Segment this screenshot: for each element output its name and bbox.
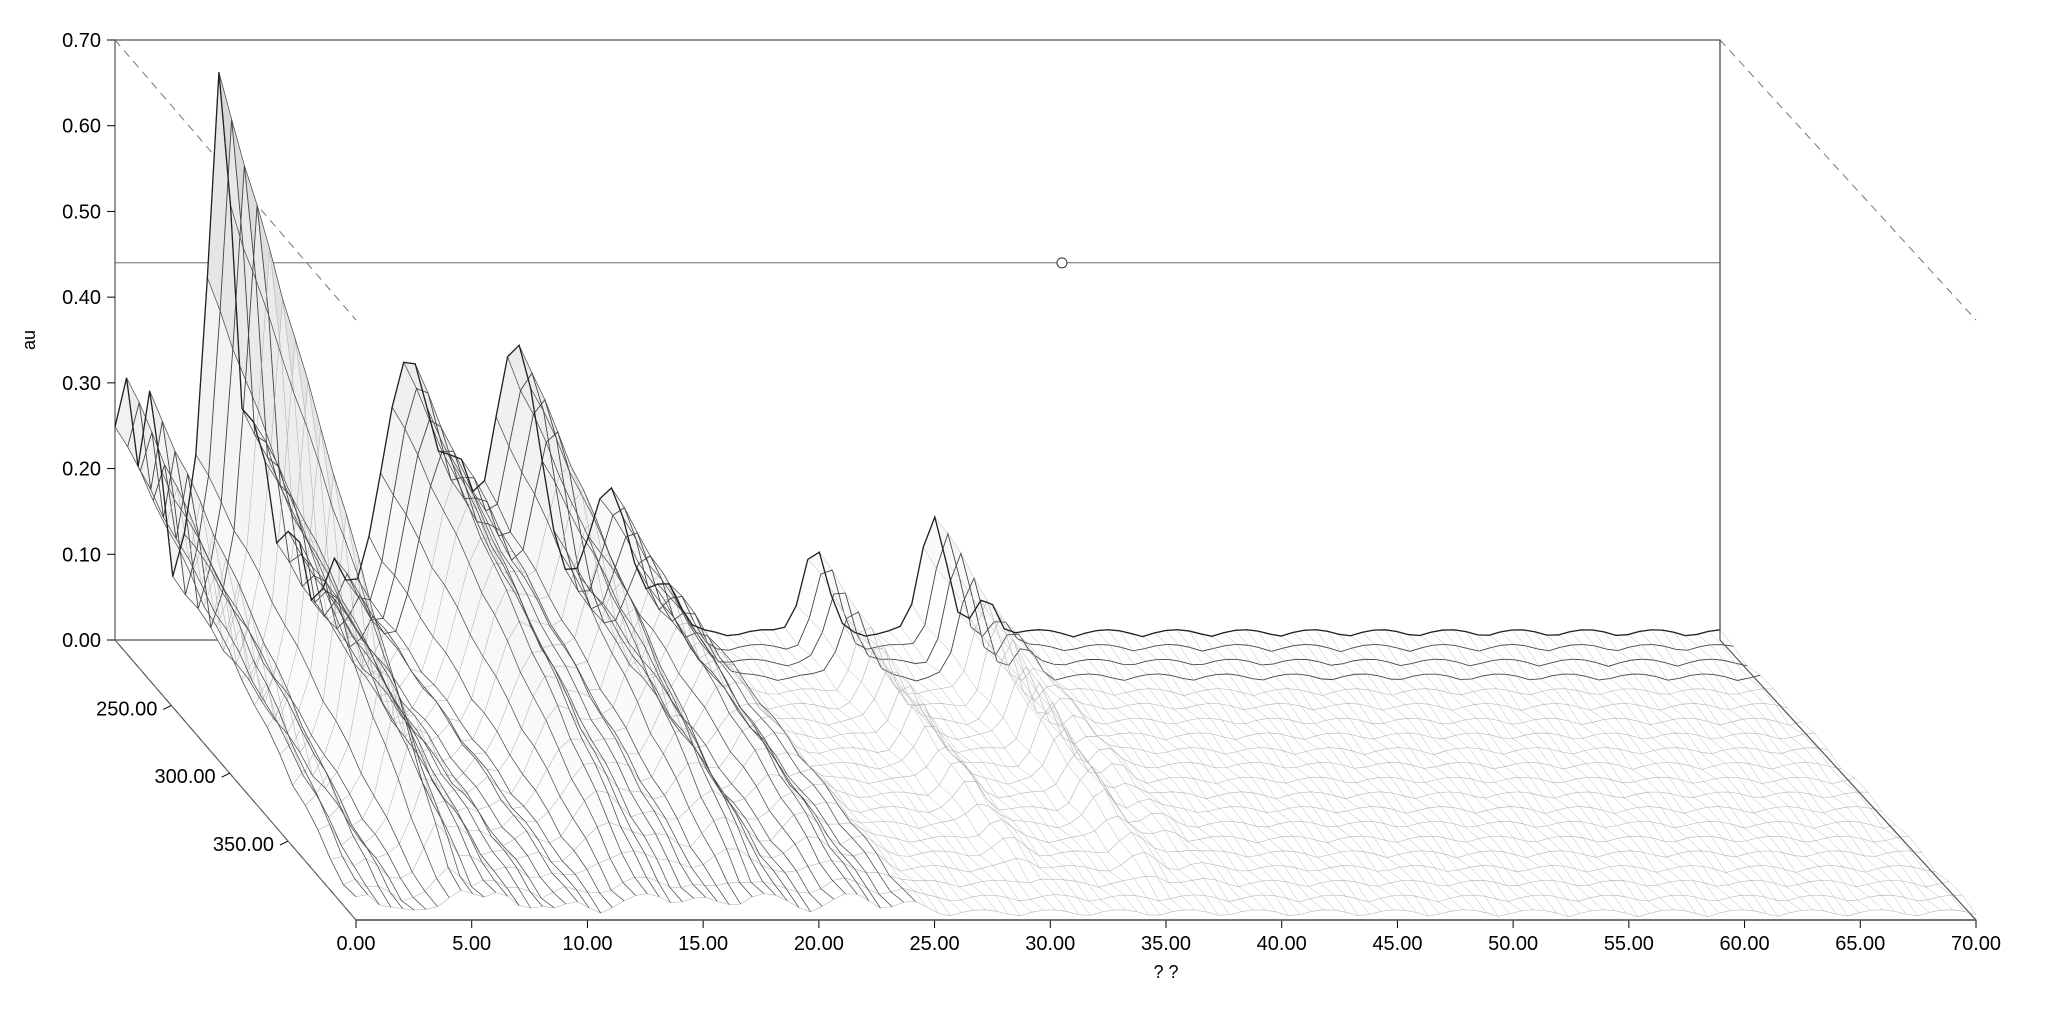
y-axis-ticks: 250.00 300.00 350.00	[96, 698, 288, 856]
x-tick-label: 0.00	[337, 933, 376, 955]
z-tick-label: 0.60	[62, 116, 101, 138]
x-tick-label: 45.00	[1372, 933, 1422, 955]
chart-container: 0.00 0.10 0.20 0.30 0.40 0.50 0.60 0.70 au 0.00 5.…	[0, 0, 2065, 1016]
z-tick-label: 0.50	[62, 201, 101, 223]
z-tick-label: 0.00	[62, 630, 101, 652]
x-axis-label: ? ?	[1153, 962, 1178, 982]
z-axis-ticks: 0.00 0.10 0.20 0.30 0.40 0.50 0.60 0.70	[62, 30, 115, 652]
z-tick-label: 0.70	[62, 30, 101, 52]
x-tick-label: 50.00	[1488, 933, 1538, 955]
x-axis-ticks: 0.00 5.00 10.00 15.00 20.00 25.00 30.00 35.00 40…	[337, 920, 2002, 955]
y-tick-label: 350.00	[213, 834, 274, 856]
x-tick-label: 20.00	[794, 933, 844, 955]
z-tick-label: 0.30	[62, 373, 101, 395]
x-tick-label: 35.00	[1141, 933, 1191, 955]
x-tick-label: 55.00	[1604, 933, 1654, 955]
x-tick-label: 15.00	[678, 933, 728, 955]
z-axis-label: au	[19, 330, 39, 350]
surface-wireframe	[115, 72, 1976, 917]
z-tick-label: 0.40	[62, 287, 101, 309]
z-tick-label: 0.20	[62, 459, 101, 481]
x-tick-label: 10.00	[562, 933, 612, 955]
y-tick-label: 300.00	[154, 766, 215, 788]
x-tick-label: 65.00	[1835, 933, 1885, 955]
y-tick-label: 250.00	[96, 698, 157, 720]
chart-svg: 0.00 0.10 0.20 0.30 0.40 0.50 0.60 0.70 au 0.00 5.…	[0, 0, 2065, 1016]
x-tick-label: 60.00	[1720, 933, 1770, 955]
x-tick-label: 30.00	[1025, 933, 1075, 955]
x-tick-label: 70.00	[1951, 933, 2001, 955]
x-tick-label: 25.00	[910, 933, 960, 955]
z-tick-label: 0.10	[62, 544, 101, 566]
x-tick-label: 5.00	[452, 933, 491, 955]
reference-marker	[1057, 258, 1067, 268]
x-tick-label: 40.00	[1257, 933, 1307, 955]
